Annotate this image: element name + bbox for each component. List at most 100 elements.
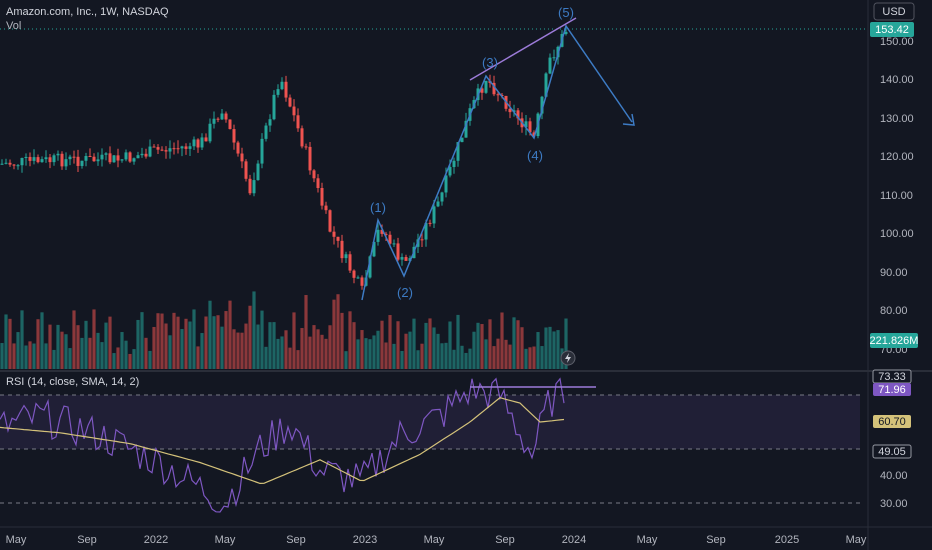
volume-bar xyxy=(56,324,60,369)
volume-bar xyxy=(564,318,568,369)
volume-bar xyxy=(124,340,128,369)
rsi-band xyxy=(0,395,860,449)
volume-bar xyxy=(20,310,24,369)
candle-body xyxy=(564,31,568,34)
volume-bar xyxy=(460,345,464,369)
volume-bar xyxy=(552,331,556,369)
volume-bar xyxy=(312,325,316,369)
candle-body xyxy=(80,160,84,166)
candle-body xyxy=(132,158,136,162)
candle-body xyxy=(552,57,556,59)
candle-body xyxy=(380,229,384,234)
candle-body xyxy=(388,234,392,244)
volume-bar xyxy=(416,350,420,369)
candle-body xyxy=(156,147,160,150)
candle-body xyxy=(28,156,32,161)
elliott-wave-line[interactable] xyxy=(361,24,633,301)
candle-body xyxy=(368,256,372,278)
volume-bar xyxy=(284,330,288,369)
time-tick: 2022 xyxy=(144,534,168,546)
volume-bar xyxy=(88,337,92,369)
candle-body xyxy=(336,236,340,241)
volume-bar xyxy=(384,342,388,369)
rsi-upper-value: 73.33 xyxy=(878,371,906,383)
volume-bar xyxy=(160,313,164,369)
candle-body xyxy=(164,150,168,152)
volume-bar xyxy=(320,334,324,369)
candle-body xyxy=(4,162,8,164)
volume-bar xyxy=(484,339,488,369)
time-tick: May xyxy=(6,534,27,546)
volume-bar xyxy=(532,346,536,369)
candle-body xyxy=(392,243,396,245)
candle-body xyxy=(120,159,124,161)
candle-body xyxy=(288,97,292,107)
volume-bar xyxy=(116,347,120,369)
time-tick: May xyxy=(215,534,236,546)
volume-bar xyxy=(288,347,292,369)
rsi-value-badge xyxy=(873,383,911,396)
time-tick: Sep xyxy=(77,534,97,546)
candle-body xyxy=(492,82,496,95)
volume-bar xyxy=(396,321,400,369)
candle-body xyxy=(304,146,308,148)
volume-bar xyxy=(380,320,384,369)
currency-box[interactable] xyxy=(873,2,915,21)
volume-bar xyxy=(436,333,440,369)
candle-body xyxy=(528,121,532,133)
candle-body xyxy=(244,161,248,179)
volume-bar xyxy=(368,339,372,369)
time-tick: May xyxy=(424,534,445,546)
candle-body xyxy=(436,201,440,207)
candle-body xyxy=(52,155,56,163)
volume-bar xyxy=(132,349,136,369)
volume-bar xyxy=(236,332,240,369)
candle-body xyxy=(300,128,304,147)
volume-bar xyxy=(168,335,172,369)
volume-bar xyxy=(16,332,20,369)
rsi-lower-badge xyxy=(872,444,912,459)
candle-body xyxy=(232,129,236,143)
candle-body xyxy=(180,146,184,149)
volume-bar xyxy=(40,312,44,369)
volume-bar xyxy=(496,338,500,369)
price-tick: 130.00 xyxy=(880,113,914,125)
volume-bar xyxy=(220,326,224,369)
volume-bar xyxy=(32,343,36,369)
candle-body xyxy=(48,157,52,163)
rsi-legend-label[interactable]: RSI (14, close, SMA, 14, 2) xyxy=(6,376,139,388)
time-tick: 2024 xyxy=(562,534,586,546)
candle-body xyxy=(344,254,348,259)
volume-bar xyxy=(224,311,228,369)
candle-body xyxy=(480,88,484,93)
volume-bar xyxy=(432,327,436,369)
symbol-title[interactable]: Amazon.com, Inc., 1W, NASDAQ xyxy=(6,6,169,18)
candle-body xyxy=(24,156,28,159)
candle-body xyxy=(208,123,212,142)
rsi-current-value: 71.96 xyxy=(878,384,906,396)
candle-body xyxy=(144,153,148,157)
volume-bar xyxy=(556,330,560,369)
candle-body xyxy=(316,178,320,188)
volume-bar xyxy=(352,322,356,369)
candle-body xyxy=(96,159,100,162)
volume-bar xyxy=(252,291,256,369)
upper-trendline[interactable] xyxy=(469,17,577,81)
volume-bar xyxy=(24,345,28,369)
candle-body xyxy=(280,81,284,90)
volume-bar xyxy=(388,315,392,369)
volume-bar xyxy=(72,310,76,369)
time-tick: 2023 xyxy=(353,534,377,546)
time-tick: Sep xyxy=(286,534,306,546)
volume-bar xyxy=(328,325,332,369)
volume-bar xyxy=(464,352,468,369)
last-price-badge xyxy=(870,22,914,37)
volume-bar xyxy=(492,346,496,369)
candle-body xyxy=(424,222,428,240)
candle-body xyxy=(184,146,188,149)
candle-body xyxy=(384,233,388,235)
candle-body xyxy=(404,257,408,261)
volume-bar xyxy=(240,332,244,369)
candle-body xyxy=(0,163,4,165)
